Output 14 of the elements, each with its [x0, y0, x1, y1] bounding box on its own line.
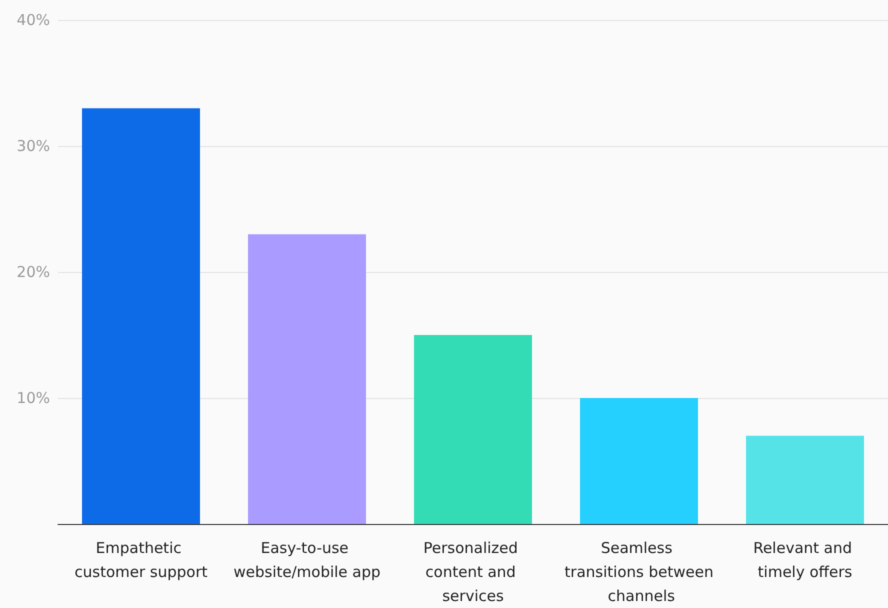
x-tick-label: Empathetic customer support [74, 539, 208, 581]
y-tick-label: 30% [16, 137, 50, 155]
x-tick-label: Personalized content and services [423, 539, 523, 605]
y-tick-label: 10% [16, 389, 50, 407]
y-tick-label: 40% [16, 11, 50, 29]
x-tick-label: Relevant and timely offers [753, 539, 857, 581]
bar [746, 436, 864, 524]
x-tick-label: Seamless transitions between channels [564, 539, 714, 605]
bar [414, 335, 532, 524]
x-tick-label: Easy-to-use website/mobile app [233, 539, 381, 581]
bar [580, 398, 698, 524]
y-tick-label: 20% [16, 263, 50, 281]
bar [248, 234, 366, 524]
bar [82, 108, 200, 524]
